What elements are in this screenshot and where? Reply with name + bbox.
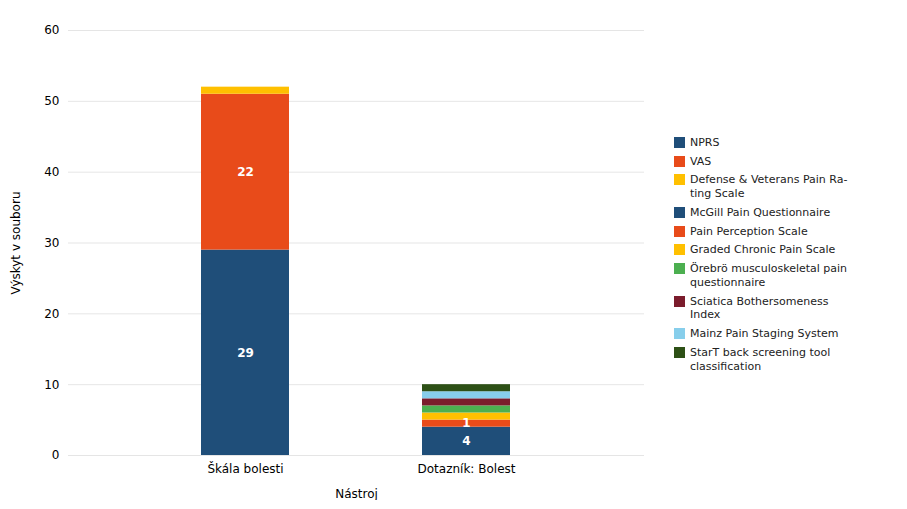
html-text:Graded Chronic Pain Scale: Graded Chronic Pain Scale [690,243,836,257]
svg-text:Nástroj: Nástroj [335,486,378,500]
svg-text:10: 10 [44,377,59,391]
svg-text:Škála bolesti: Škála bolesti [207,461,283,476]
html-text:StarT back screening tool clas: StarT back screening tool classification [690,345,831,373]
html-text:NPRS: NPRS [690,135,720,149]
html-text:Örebrö musculoskeletal pain qu: Örebrö musculoskeletal pain questionnair… [690,262,848,289]
svg-text:Dotazník: Bolest: Dotazník: Bolest [418,462,516,476]
svg-text:1: 1 [462,416,470,430]
svg-text:20: 20 [44,306,59,320]
svg-text:40: 40 [44,165,59,179]
html-text:Mainz Pain Staging System: Mainz Pain Staging System [690,327,839,340]
svg-text:29: 29 [237,345,254,359]
svg-text:0: 0 [52,448,60,462]
html-text:Sciatica Bothersomeness Index: Sciatica Bothersomeness Index [690,294,829,322]
svg-text:50: 50 [44,94,59,108]
html-text:McGill Pain Questionnaire: McGill Pain Questionnaire [690,205,831,219]
html-text:Pain Perception Scale: Pain Perception Scale [690,224,808,238]
svg-text:Výskyt v souboru: Výskyt v souboru [9,191,23,294]
svg-text:60: 60 [44,23,59,37]
svg-text:4: 4 [462,434,470,448]
html-text:VAS: VAS [690,154,712,168]
html-text:Defense & Veterans Pain Ra- ti: Defense & Veterans Pain Ra- ting Scale [690,173,848,200]
svg-text:22: 22 [237,165,254,179]
svg-text:30: 30 [44,235,59,249]
